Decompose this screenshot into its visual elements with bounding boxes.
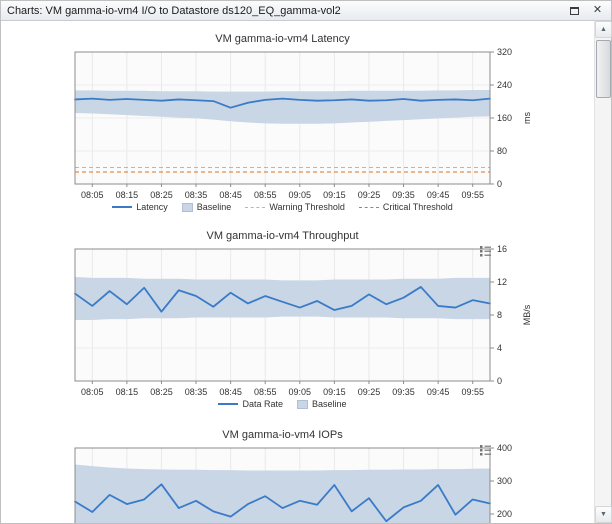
svg-text:09:05: 09:05: [289, 387, 312, 397]
svg-text:08:35: 08:35: [185, 387, 208, 397]
legend-baseline-swatch: [181, 202, 193, 212]
svg-text:09:05: 09:05: [289, 190, 312, 200]
legend-label: Latency: [136, 202, 168, 212]
svg-text:09:25: 09:25: [358, 387, 381, 397]
legend-label: Baseline: [312, 399, 347, 409]
legend-line-sample: [358, 206, 379, 208]
titlebar-buttons: ✕: [567, 4, 605, 18]
svg-text:08:05: 08:05: [81, 387, 104, 397]
y-axis-unit-label: MB/s: [522, 304, 532, 325]
svg-text:4: 4: [497, 343, 502, 353]
x-axis: 08:05 08:15 08:25 08:35 08:45 08:55 09:05 09:15…: [81, 381, 484, 397]
svg-text:09:55: 09:55: [461, 387, 484, 397]
svg-text:09:35: 09:35: [392, 190, 415, 200]
chart-options-glyph: [480, 246, 491, 257]
chart-legend: Data Rate Baseline: [1, 398, 564, 410]
svg-text:08:45: 08:45: [219, 387, 242, 397]
legend-label: Data Rate: [242, 399, 283, 409]
baseline-band: [75, 277, 490, 320]
legend-baseline-swatch: [297, 399, 308, 409]
svg-text:08:25: 08:25: [150, 190, 173, 200]
legend-item: Warning Threshold: [245, 202, 345, 212]
iops-chart-canvas: 010020030040008:0508:1508:2508:3508:4508…: [74, 444, 512, 523]
chart-options-icon[interactable]: [479, 443, 492, 456]
iops-chart: VM gamma-io-vm4 IOPs 010020030040008:050…: [1, 428, 594, 523]
svg-text:400: 400: [497, 444, 512, 453]
close-icon: ✕: [592, 4, 603, 16]
charts-content: VM gamma-io-vm4 Latency 0 80 160 240 320 ms 08…: [1, 21, 594, 523]
legend-item: Baseline: [297, 399, 347, 409]
chart-title: VM gamma-io-vm4 IOPs: [222, 429, 343, 441]
legend-item: Baseline: [181, 202, 232, 212]
svg-text:09:15: 09:15: [323, 387, 346, 397]
close-button[interactable]: ✕: [590, 4, 605, 18]
legend-line-sample: [112, 206, 133, 208]
maximize-icon: [570, 6, 579, 15]
window-title: Charts: VM gamma-io-vm4 I/O to Datastore…: [7, 4, 341, 17]
scrollbar-thumb[interactable]: [596, 40, 611, 98]
svg-text:12: 12: [497, 277, 507, 287]
scroll-down-button[interactable]: ▼: [595, 506, 612, 523]
legend-label: Warning Threshold: [269, 202, 345, 212]
chart-options-glyph: [480, 445, 491, 456]
svg-text:08:05: 08:05: [81, 190, 104, 200]
svg-text:0: 0: [497, 376, 502, 386]
throughput-chart: VM gamma-io-vm4 Throughput 0 4 8 12 16 MB/s 08…: [1, 229, 594, 410]
legend-item: Data Rate: [218, 399, 283, 409]
legend-line-sample: [218, 403, 239, 405]
svg-text:08:45: 08:45: [219, 190, 242, 200]
series-line: [74, 483, 491, 523]
y-axis: 0 80 160 240 320 ms: [490, 48, 532, 189]
titlebar: Charts: VM gamma-io-vm4 I/O to Datastore…: [1, 1, 611, 21]
svg-text:320: 320: [497, 48, 512, 57]
svg-text:09:45: 09:45: [427, 190, 450, 200]
chart-title: VM gamma-io-vm4 Latency: [215, 33, 350, 45]
svg-text:09:15: 09:15: [323, 190, 346, 200]
legend-item: Latency: [112, 202, 168, 212]
svg-text:08:15: 08:15: [116, 190, 139, 200]
x-axis: 08:05 08:15 08:25 08:35 08:45 08:55 09:05 09:15…: [81, 184, 484, 200]
svg-text:16: 16: [497, 245, 507, 254]
y-axis: 0100200300400: [490, 444, 512, 519]
legend-label: Baseline: [196, 202, 232, 212]
svg-text:0: 0: [497, 179, 502, 189]
svg-text:80: 80: [497, 146, 507, 156]
svg-text:08:15: 08:15: [116, 387, 139, 397]
svg-text:160: 160: [497, 113, 512, 123]
maximize-button[interactable]: [567, 4, 582, 18]
y-axis-unit-label: ms: [522, 112, 532, 124]
svg-text:300: 300: [497, 476, 512, 486]
chart-title: VM gamma-io-vm4 Throughput: [206, 230, 359, 242]
y-axis: 0 4 8 12 16 MB/s: [490, 245, 532, 386]
svg-text:08:35: 08:35: [185, 190, 208, 200]
chart-legend: Latency Baseline Warning Threshold Critical…: [1, 201, 564, 213]
vertical-scrollbar[interactable]: ▲ ▼: [594, 21, 612, 523]
svg-text:09:35: 09:35: [392, 387, 415, 397]
legend-item: Critical Threshold: [358, 202, 453, 212]
svg-text:240: 240: [497, 80, 512, 90]
baseline-band: [75, 89, 490, 124]
svg-text:09:25: 09:25: [358, 190, 381, 200]
throughput-chart-canvas: 0 4 8 12 16 MB/s 08:05 08:15 08:25 08:35 08:45 08:5…: [74, 245, 532, 397]
svg-text:09:45: 09:45: [427, 387, 450, 397]
svg-text:08:55: 08:55: [254, 387, 277, 397]
svg-text:08:55: 08:55: [254, 190, 277, 200]
svg-text:8: 8: [497, 310, 502, 320]
legend-label: Critical Threshold: [382, 202, 453, 212]
scroll-down-icon: ▼: [600, 511, 607, 518]
svg-text:09:55: 09:55: [461, 190, 484, 200]
latency-chart: VM gamma-io-vm4 Latency 0 80 160 240 320 ms 08…: [1, 32, 594, 213]
series-line: [74, 286, 491, 313]
scroll-up-icon: ▲: [600, 26, 607, 33]
svg-text:200: 200: [497, 509, 512, 519]
legend-line-sample: [245, 206, 266, 208]
scroll-up-button[interactable]: ▲: [595, 21, 612, 38]
series-line: [74, 97, 491, 109]
chart-options-icon[interactable]: [479, 244, 492, 257]
svg-text:08:25: 08:25: [150, 387, 173, 397]
